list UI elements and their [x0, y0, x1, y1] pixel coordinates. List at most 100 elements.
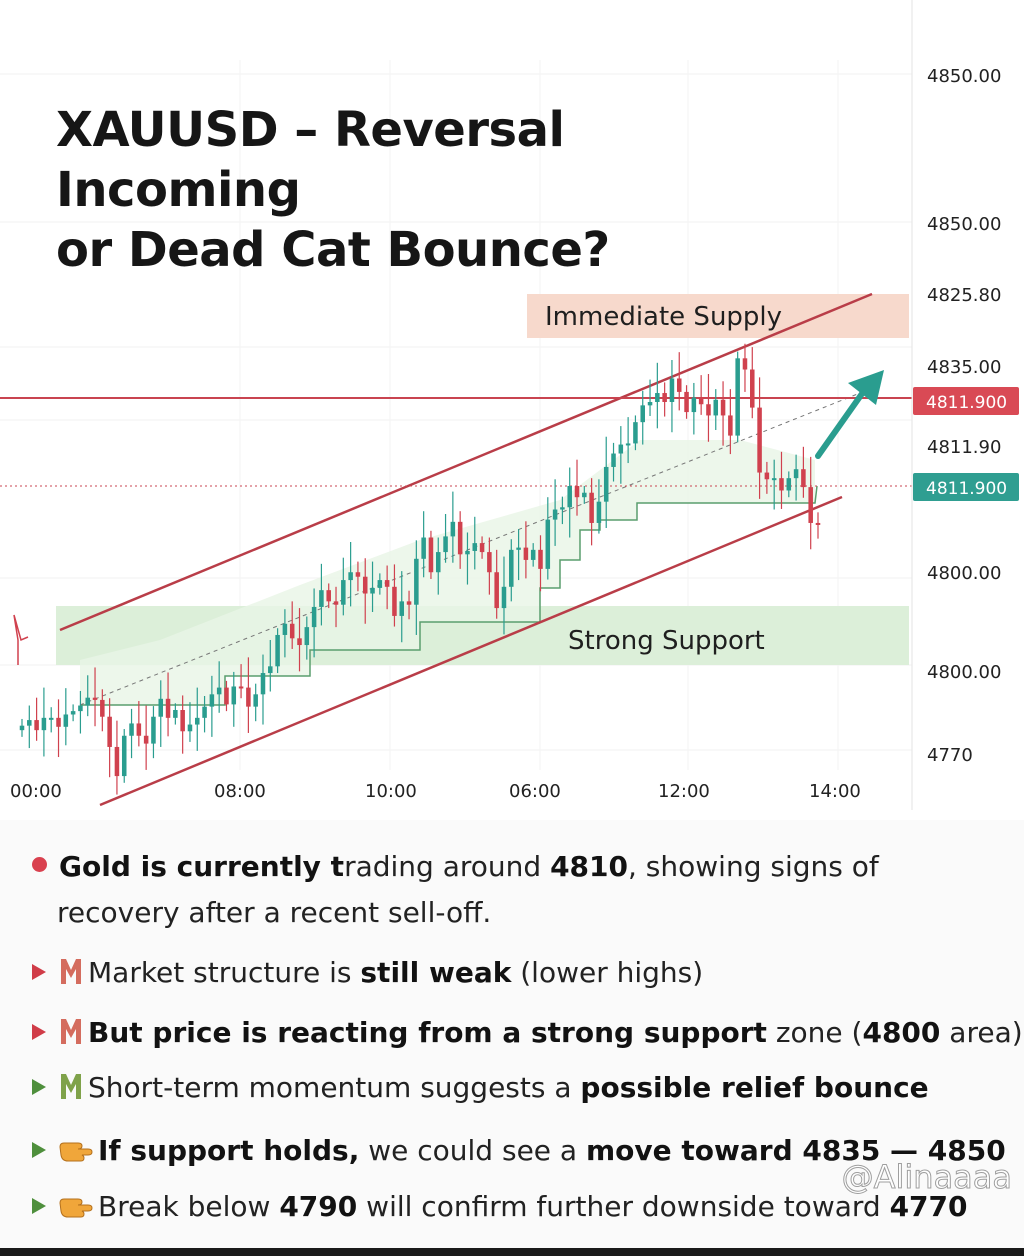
candle-bearish	[801, 469, 806, 488]
candle-bullish	[158, 698, 164, 717]
candle-bullish	[786, 478, 792, 491]
candle-bullish	[421, 537, 426, 559]
candle-bullish	[370, 587, 375, 594]
x-tick-label: 00:00	[10, 781, 62, 802]
candle-bearish	[406, 601, 412, 605]
candle-bullish	[19, 725, 25, 731]
x-tick-label: 06:00	[509, 781, 561, 802]
candle-bearish	[574, 486, 580, 498]
candle-bullish	[625, 443, 631, 446]
bounce-arrow-shaft	[815, 385, 869, 459]
candle-bearish	[684, 391, 689, 413]
candlestick-chart: Immediate Supply Strong Support 4850.00 …	[0, 0, 1019, 810]
x-tick-label: 08:00	[214, 781, 266, 802]
candle-bearish	[333, 601, 339, 605]
candle-bearish	[143, 735, 149, 744]
candle-bullish	[793, 469, 799, 479]
candle-bearish	[92, 697, 98, 700]
candle-bullish	[472, 543, 478, 551]
candle-bullish	[567, 486, 572, 508]
price-badge-teal-label: 4811.900	[926, 479, 1007, 499]
candles-group	[19, 343, 821, 795]
candle-bearish	[136, 723, 142, 736]
red-dot-bullet-icon	[32, 857, 47, 872]
candle-bearish	[34, 720, 39, 731]
price-badge-red	[913, 387, 1019, 415]
candle-bearish	[676, 378, 682, 392]
candle-bullish	[399, 601, 405, 616]
candle-bullish	[275, 634, 280, 667]
bounce-arrow-head	[848, 370, 884, 405]
candle-bearish	[808, 487, 813, 523]
candle-bearish	[384, 580, 390, 587]
candle-bullish	[48, 717, 54, 720]
candle-bullish	[121, 735, 127, 777]
candle-bullish	[640, 405, 645, 423]
green-triangle-bullet-icon	[32, 1079, 46, 1095]
m-letter-icon	[61, 959, 81, 984]
m-letter-icon	[61, 1074, 81, 1099]
candle-bearish	[720, 399, 726, 416]
analysis-notes: Gold is currently trading around 4810, s…	[0, 820, 1024, 1248]
candle-bullish	[516, 547, 521, 550]
candle-bearish	[589, 492, 594, 523]
candle-bearish	[246, 687, 251, 707]
candle-bearish	[428, 537, 434, 573]
red-triangle-bullet-icon	[32, 1024, 46, 1040]
candle-bullish	[304, 627, 310, 646]
note-gold-price-line2: recovery after a recent sell-off.	[57, 896, 492, 929]
candle-bearish	[764, 472, 770, 480]
candle-bearish	[180, 710, 185, 732]
candle-bullish	[735, 358, 740, 436]
candle-bearish	[100, 699, 105, 717]
candle-bullish	[253, 694, 258, 707]
candle-bearish	[457, 521, 463, 555]
candle-bearish	[706, 404, 711, 416]
candle-bearish	[107, 716, 112, 747]
candle-bullish	[41, 717, 47, 731]
title-line-1: XAUUSD – Reversal Incoming	[56, 102, 565, 218]
candle-bullish	[319, 590, 324, 607]
candle-bullish	[414, 558, 419, 605]
note-breakdown: Break below 4790 will confirm further do…	[32, 1184, 992, 1230]
candle-bullish	[209, 694, 215, 707]
candle-bearish	[538, 549, 543, 569]
note-momentum: Short-term momentum suggests a possible …	[32, 1065, 992, 1111]
candle-bullish	[560, 507, 565, 510]
candle-bullish	[187, 724, 193, 732]
candle-bullish	[552, 509, 558, 520]
candle-bullish	[530, 549, 536, 560]
candle-bearish	[114, 746, 120, 777]
candle-bullish	[348, 572, 353, 581]
note-market-structure: Market structure is still weak (lower hi…	[32, 950, 992, 996]
candle-bullish	[509, 549, 514, 587]
candle-bullish	[611, 453, 616, 467]
candle-bearish	[757, 407, 762, 473]
candle-bearish	[362, 576, 368, 594]
m-letter-icon	[61, 1019, 81, 1044]
candle-bullish	[78, 705, 83, 712]
candle-bullish	[260, 673, 266, 695]
y-tick-label: 4811.90	[927, 437, 1001, 458]
candle-bearish	[742, 358, 748, 370]
pointing-hand-icon	[59, 1142, 93, 1162]
x-tick-label: 10:00	[365, 781, 417, 802]
page-title: XAUUSD – Reversal Incoming or Dead Cat B…	[56, 100, 816, 280]
y-tick-label: 4800.00	[927, 662, 1001, 683]
chart-panel: Immediate Supply Strong Support 4850.00 …	[0, 0, 1019, 810]
candle-bullish	[691, 397, 697, 413]
candle-bullish	[669, 378, 675, 402]
candle-bullish	[341, 580, 346, 605]
candle-bullish	[377, 580, 383, 588]
price-badge-red-label: 4811.900	[926, 393, 1007, 413]
candle-bearish	[779, 478, 784, 491]
y-tick-label: 4825.80	[927, 285, 1001, 306]
pointing-hand-icon	[59, 1198, 93, 1218]
candle-bullish	[70, 711, 76, 715]
title-line-2: or Dead Cat Bounce?	[56, 222, 610, 278]
candle-bullish	[231, 686, 237, 705]
lower-trend-line	[99, 495, 843, 807]
candle-bearish	[494, 572, 499, 609]
candle-bullish	[655, 393, 660, 402]
watermark: @Alinaaaa	[841, 1158, 1012, 1197]
